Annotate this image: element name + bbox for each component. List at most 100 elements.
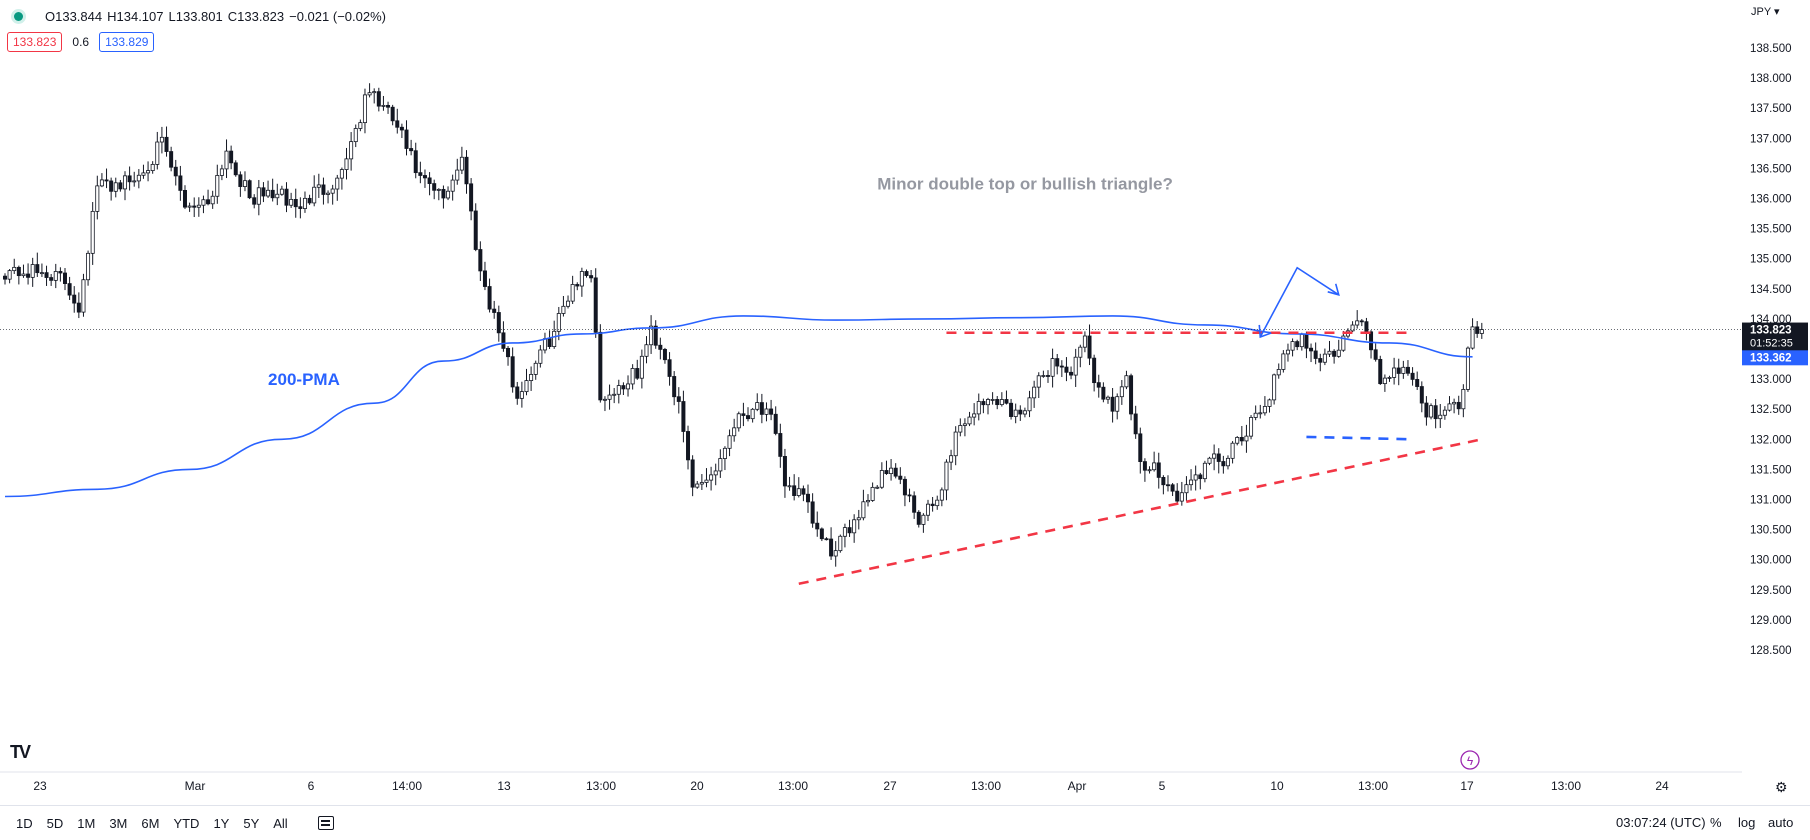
x-tick-label: 20 [690, 779, 704, 793]
event-bolt-icon[interactable]: ϟ [1460, 750, 1480, 770]
price-chart[interactable]: Minor double top or bullish triangle?200… [0, 0, 1810, 805]
candle [718, 449, 723, 478]
auto-scale-toggle[interactable]: auto [1768, 815, 1794, 830]
candle [261, 182, 266, 203]
candle [1429, 403, 1434, 420]
currency-selector[interactable]: JPY ▾ [1751, 5, 1780, 18]
ma-price-label: 133.362 [1742, 350, 1808, 366]
candle [1138, 427, 1143, 474]
y-tick-label: 137.500 [1750, 103, 1792, 115]
candle [1087, 324, 1092, 366]
y-tick-label: 137.000 [1750, 133, 1792, 145]
range-1d-button[interactable]: 1D [16, 815, 33, 831]
candle [1059, 360, 1064, 378]
candle [907, 488, 912, 503]
candle [376, 87, 381, 112]
candle [810, 493, 815, 528]
candle [1438, 404, 1443, 428]
candle [3, 273, 8, 285]
candle [386, 101, 391, 114]
candle [1207, 456, 1212, 466]
candle [1336, 339, 1341, 358]
candle [515, 381, 520, 405]
candle [76, 292, 81, 319]
candle [289, 192, 294, 209]
candle [104, 168, 109, 189]
candle [215, 164, 220, 204]
candle [1050, 348, 1055, 388]
calendar-icon[interactable] [317, 816, 334, 830]
sell-button[interactable]: 133.823 [7, 32, 63, 52]
candle [432, 179, 437, 200]
candle [446, 186, 451, 201]
candle [1032, 380, 1037, 408]
buy-button[interactable]: 133.829 [99, 32, 155, 52]
candle [53, 263, 58, 289]
price-axis[interactable]: 128.500 129.000 129.500 130.000 130.500 131.0… [1742, 0, 1810, 805]
range-1y-button[interactable]: 1Y [213, 815, 230, 831]
candle [616, 379, 621, 404]
candle [1387, 375, 1392, 382]
range-5y-button[interactable]: 5Y [243, 815, 260, 831]
candle [829, 527, 834, 560]
range-all-button[interactable]: All [273, 815, 288, 831]
range-1m-button[interactable]: 1M [77, 815, 96, 831]
candle [155, 131, 160, 170]
percent-scale-toggle[interactable]: % [1710, 815, 1722, 830]
ma-200-line [4, 315, 1473, 498]
candle [1165, 475, 1170, 492]
candle [699, 474, 704, 490]
clock-time[interactable]: 03:07:24 (UTC) [1616, 815, 1706, 830]
candle [122, 171, 127, 201]
candle [584, 269, 589, 278]
bottom-toolbar: 1D 5D 1M 3M 6M YTD 1Y 5Y All 03:07:24 (U… [0, 805, 1810, 840]
candle [1350, 321, 1355, 333]
candle [1470, 318, 1475, 350]
candle [1230, 441, 1235, 464]
range-ytd-button[interactable]: YTD [173, 815, 200, 831]
candle [132, 171, 137, 187]
candle [464, 150, 469, 194]
y-tick-label: 138.000 [1750, 73, 1792, 85]
time-axis[interactable]: 23 Mar 6 14:00 13 13:00 20 13:00 27 13:00 Apr 5 10 13… [0, 750, 1788, 795]
range-5d-button[interactable]: 5D [46, 815, 64, 831]
candle [118, 179, 123, 192]
candle [926, 499, 931, 522]
candle [86, 250, 91, 286]
candle [372, 88, 377, 104]
candle [1156, 452, 1161, 489]
chevron-down-icon: ▾ [1774, 6, 1780, 18]
candle [316, 173, 321, 198]
tradingview-logo-icon[interactable]: TV [10, 742, 31, 762]
candle [321, 177, 326, 205]
candle [99, 173, 104, 188]
range-3m-button[interactable]: 3M [109, 815, 128, 831]
y-tick-label: 133.000 [1750, 374, 1792, 386]
candle [962, 418, 967, 437]
x-tick-label: 27 [883, 779, 897, 793]
candle [866, 494, 871, 507]
candle [473, 203, 478, 252]
candle [1479, 322, 1484, 339]
range-6m-button[interactable]: 6M [141, 815, 160, 831]
candle [1295, 339, 1300, 351]
candle [1447, 396, 1452, 412]
settings-gear-icon[interactable]: ⚙ [1775, 779, 1788, 795]
change-value: −0.021 (−0.02%) [289, 8, 386, 24]
open-value: O133.844 [45, 8, 103, 24]
candle [1309, 343, 1314, 363]
candle [39, 263, 44, 277]
candle [695, 480, 700, 489]
candle [1382, 374, 1387, 392]
x-tick-label: 13:00 [1358, 779, 1388, 793]
candle [1175, 483, 1180, 504]
candle [12, 258, 17, 274]
log-scale-toggle[interactable]: log [1738, 815, 1756, 830]
y-tick-label: 130.500 [1750, 525, 1792, 537]
candle [146, 161, 151, 182]
candle [1189, 469, 1194, 491]
candle [201, 195, 206, 214]
candle [1419, 381, 1424, 413]
svg-text:133.362: 133.362 [1750, 352, 1792, 364]
candle [727, 429, 732, 457]
